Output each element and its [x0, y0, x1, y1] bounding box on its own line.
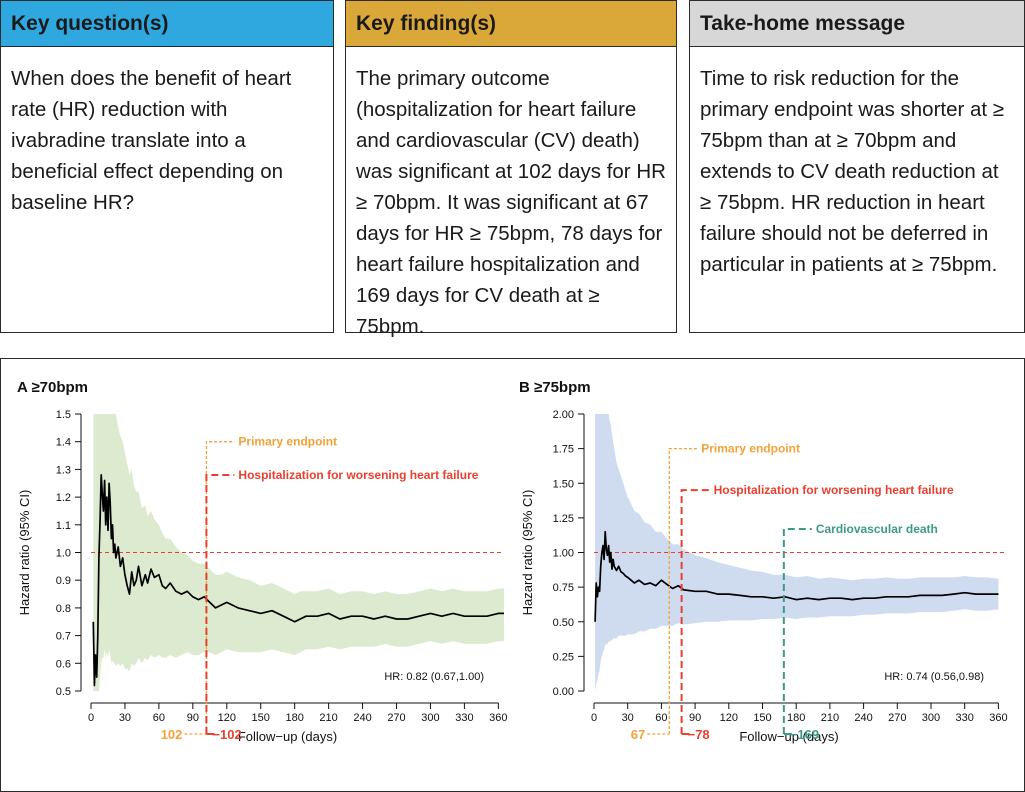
x-tick-label: 240 — [854, 712, 872, 724]
y-tick-label: 0.7 — [56, 631, 71, 643]
x-tick-label: 270 — [888, 712, 906, 724]
y-tick-label: 0.6 — [56, 658, 71, 670]
y-axis-title: Hazard ratio (95% CI) — [520, 490, 535, 616]
day-label: 67 — [631, 727, 645, 742]
x-tick-label: 360 — [989, 712, 1007, 724]
x-tick-label: 90 — [689, 712, 701, 724]
x-tick-label: 300 — [421, 712, 439, 724]
annotation-line — [680, 489, 710, 734]
hazard-ratio-line — [92, 474, 504, 687]
y-tick-label: 1.0 — [56, 548, 71, 560]
x-tick-label: 120 — [720, 712, 738, 724]
x-tick-label: 210 — [821, 712, 839, 724]
x-tick-label: 330 — [455, 712, 473, 724]
key-questions-header: Key question(s) — [1, 1, 333, 47]
y-tick-label: 0.50 — [553, 617, 574, 629]
y-tick-label: 1.5 — [56, 409, 71, 421]
y-tick-label: 1.1 — [56, 520, 71, 532]
x-tick-label: 0 — [88, 712, 94, 724]
take-home-header: Take-home message — [690, 1, 1024, 47]
x-tick-label: 240 — [353, 712, 371, 724]
annotation-label: Primary endpoint — [238, 435, 337, 449]
annotation-line — [205, 441, 235, 734]
key-questions-box: Key question(s) When does the benefit of… — [0, 0, 334, 333]
x-tick-label: 120 — [218, 712, 236, 724]
hr-summary-label: HR: 0.82 (0.67,1.00) — [384, 671, 484, 683]
annotation-label: Cardiovascular death — [816, 522, 938, 536]
key-findings-header: Key finding(s) — [346, 1, 676, 47]
y-tick-label: 0.00 — [553, 686, 574, 698]
y-tick-label: 1.50 — [553, 478, 574, 490]
x-tick-label: 150 — [753, 712, 771, 724]
y-tick-label: 2.00 — [553, 409, 574, 421]
y-tick-label: 1.4 — [56, 437, 71, 449]
x-tick-label: 60 — [655, 712, 667, 724]
ci-band — [93, 414, 505, 691]
key-findings-text: The primary outcome (hospitalization for… — [356, 67, 666, 338]
x-tick-label: 270 — [387, 712, 405, 724]
hr-summary-label: HR: 0.74 (0.56,0.98) — [884, 671, 984, 683]
key-questions-text: When does the benefit of heart rate (HR)… — [11, 67, 292, 214]
annotation-label: Hospitalization for worsening heart fail… — [714, 483, 954, 497]
annotation-label: Hospitalization for worsening heart fail… — [238, 468, 478, 482]
x-tick-label: 360 — [489, 712, 507, 724]
y-axis-title: Hazard ratio (95% CI) — [17, 490, 32, 616]
take-home-text: Time to risk reduction for the primary e… — [700, 67, 1005, 276]
y-tick-label: 0.5 — [56, 686, 71, 698]
x-tick-label: 180 — [787, 712, 805, 724]
take-home-box: Take-home message Time to risk reduction… — [689, 0, 1025, 333]
y-tick-label: 0.75 — [553, 582, 574, 594]
panel-title: A ≥70bpm — [17, 379, 88, 396]
y-tick-label: 0.8 — [56, 603, 71, 615]
day-label: −169 — [790, 727, 819, 742]
y-tick-label: 1.2 — [56, 492, 71, 504]
x-tick-label: 330 — [956, 712, 974, 724]
x-tick-label: 180 — [285, 712, 303, 724]
day-label: −78 — [688, 727, 710, 742]
day-label: 102 — [161, 727, 183, 742]
x-axis-title: Follow−up (days) — [238, 729, 337, 744]
annotation-label: Primary endpoint — [701, 442, 800, 456]
ci-band — [595, 414, 999, 691]
chart-panel-a: A ≥70bpm 0.5 0.6 0.7 0.8 0.9 1.0 1.1 1.2 1.3 1.4 1.… — [17, 379, 508, 744]
y-tick-label: 1.00 — [553, 548, 574, 560]
y-tick-label: 1.25 — [553, 513, 574, 525]
x-tick-label: 210 — [319, 712, 337, 724]
day-label: −102 — [212, 727, 241, 742]
y-tick-label: 1.3 — [56, 464, 71, 476]
x-tick-label: 90 — [187, 712, 199, 724]
chart-panel-b: B ≥75bpm 0.00 0.25 0.50 0.75 1.00 1.25 1.50 1.75… — [519, 379, 1008, 744]
x-axis-title: Follow−up (days) — [739, 729, 838, 744]
x-tick-label: 30 — [622, 712, 634, 724]
y-tick-label: 1.75 — [553, 444, 574, 456]
x-tick-label: 30 — [119, 712, 131, 724]
x-tick-label: 0 — [591, 712, 597, 724]
panel-title: B ≥75bpm — [519, 379, 591, 396]
hazard-ratio-line — [594, 530, 999, 622]
annotation-line — [205, 473, 235, 734]
charts-frame: A ≥70bpm 0.5 0.6 0.7 0.8 0.9 1.0 1.1 1.2 1.3 1.4 1.… — [0, 358, 1025, 792]
x-tick-label: 60 — [153, 712, 165, 724]
x-tick-label: 300 — [922, 712, 940, 724]
annotation-line — [668, 447, 698, 734]
y-tick-label: 0.9 — [56, 575, 71, 587]
annotation-line — [782, 527, 812, 734]
hazard-ratio-charts: A ≥70bpm 0.5 0.6 0.7 0.8 0.9 1.0 1.1 1.2 1.3 1.4 1.… — [17, 379, 1008, 744]
y-tick-label: 0.25 — [553, 651, 574, 663]
key-findings-box: Key finding(s) The primary outcome (hosp… — [345, 0, 677, 338]
x-tick-label: 150 — [252, 712, 270, 724]
